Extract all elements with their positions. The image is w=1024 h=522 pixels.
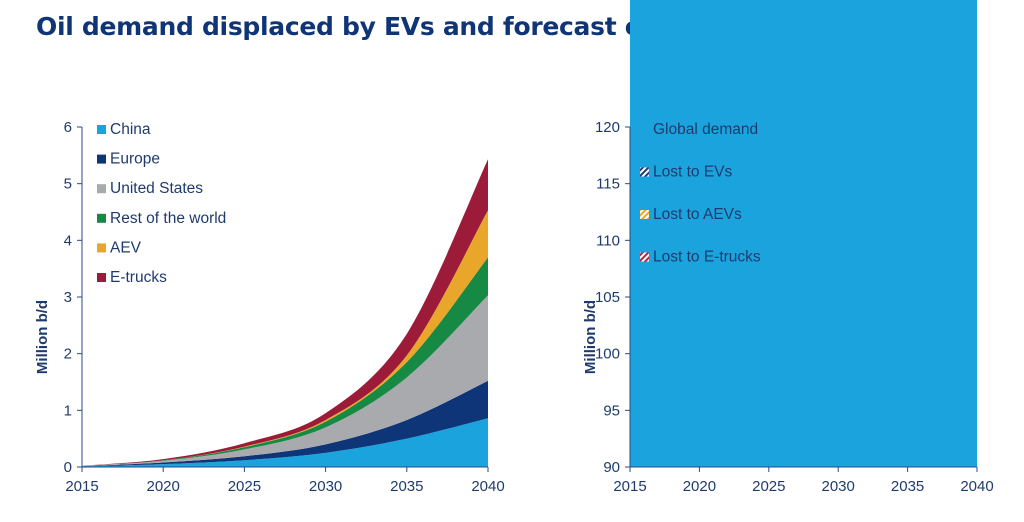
y-tick-label: 5 <box>64 176 72 193</box>
legend-swatch-lost-to-e-trucks <box>640 252 649 262</box>
legend-label-global-demand: Global demand <box>653 121 758 138</box>
legend-swatch-e-trucks <box>97 273 106 282</box>
legend-label-united-states: United States <box>110 180 203 197</box>
x-tick-label: 2035 <box>891 478 924 495</box>
x-tick-label: 2015 <box>65 478 98 495</box>
y-tick-label: 120 <box>595 119 620 136</box>
left-chart: 0 1 2 3 4 5 6 2015 2020 2025 2030 2035 2040 Million b… <box>34 119 505 495</box>
x-tick-label: 2020 <box>683 478 716 495</box>
y-tick-label: 105 <box>595 289 620 306</box>
y-tick-label: 95 <box>603 402 620 419</box>
y-tick-label: 4 <box>64 232 72 249</box>
area-europe <box>82 380 488 467</box>
y-tick-label: 0 <box>64 459 72 476</box>
legend-swatch-lost-to-evs <box>640 167 649 177</box>
y-tick-label: 2 <box>64 346 72 363</box>
area-united-states <box>82 295 488 467</box>
y-tick-label: 100 <box>595 346 620 363</box>
legend-swatch-united-states <box>97 184 106 194</box>
y-tick-label: 6 <box>64 119 72 136</box>
y-tick-label: 90 <box>603 459 620 476</box>
x-tick-label: 2040 <box>960 478 993 495</box>
legend-swatch-europe <box>97 154 106 164</box>
x-tick-label: 2015 <box>613 478 646 495</box>
x-tick-label: 2025 <box>752 478 785 495</box>
y-tick-label: 115 <box>596 176 620 193</box>
y-tick-label: 3 <box>64 289 72 306</box>
y-tick-label: 1 <box>64 402 72 419</box>
legend-label-europe: Europe <box>110 151 160 168</box>
y-axis-title: Million b/d <box>582 300 599 374</box>
legend-label-e-trucks: E-trucks <box>110 269 167 286</box>
legend-label-china: China <box>110 121 151 138</box>
legend-label-rest-of-the-world: Rest of the world <box>110 210 226 227</box>
legend-swatch-china <box>97 125 106 134</box>
legend-swatch-rest-of-the-world <box>97 213 106 223</box>
legend-label-aev: AEV <box>110 239 142 256</box>
y-axis-title: Million b/d <box>34 300 51 374</box>
y-tick-label: 110 <box>596 232 620 249</box>
area-china <box>82 418 488 467</box>
x-tick-label: 2030 <box>309 478 342 495</box>
area-global-demand <box>630 0 977 467</box>
legend-label-lost-to-e-trucks: Lost to E-trucks <box>653 249 761 266</box>
right-chart: 90 95 100 105 110 115 120 2015 2020 2025 2030 2035 2… <box>582 0 994 495</box>
legend-label-lost-to-aevs: Lost to AEVs <box>653 206 742 223</box>
x-tick-label: 2035 <box>390 478 423 495</box>
legend-swatch-global-demand <box>640 125 649 134</box>
x-tick-label: 2030 <box>822 478 855 495</box>
x-tick-label: 2025 <box>228 478 261 495</box>
x-tick-label: 2040 <box>471 478 504 495</box>
x-tick-label: 2020 <box>147 478 180 495</box>
legend-swatch-lost-to-aevs <box>640 210 649 219</box>
legend-swatch-aev <box>97 243 106 253</box>
legend-label-lost-to-evs: Lost to EVs <box>653 164 733 181</box>
